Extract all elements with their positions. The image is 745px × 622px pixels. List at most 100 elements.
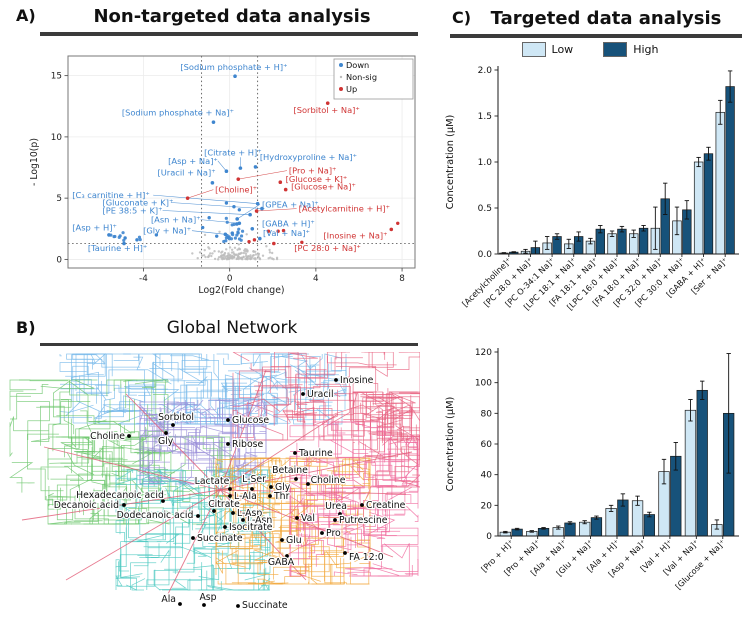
svg-text:Succinate: Succinate: [197, 533, 243, 544]
svg-text:15: 15: [51, 72, 62, 82]
svg-text:100: 100: [475, 379, 492, 389]
svg-text:[Glucose+ Na]⁺: [Glucose+ Na]⁺: [291, 182, 356, 192]
svg-text:[Hydroxyproline + Na]⁺: [Hydroxyproline + Na]⁺: [260, 152, 357, 162]
svg-text:Succinate: Succinate: [242, 600, 288, 611]
svg-text:[Sodium phosphate + H]⁺: [Sodium phosphate + H]⁺: [180, 62, 287, 72]
svg-text:Hexadecanoic acid: Hexadecanoic acid: [76, 490, 164, 501]
svg-text:0.0: 0.0: [478, 250, 493, 260]
panel-c-label: C): [452, 8, 472, 27]
panel-b-underline: [40, 343, 418, 346]
svg-text:Asp: Asp: [199, 592, 216, 603]
svg-text:-4: -4: [139, 274, 148, 284]
svg-text:[Acetylcarnitine + H]⁺: [Acetylcarnitine + H]⁺: [299, 204, 390, 214]
svg-text:Concentration (µM): Concentration (µM): [445, 115, 456, 210]
legend-low-label: Low: [551, 43, 574, 56]
svg-text:40: 40: [481, 471, 493, 481]
global-network-plot: Inosine Uracil Sorbitol Glucose Choline Gly Ri…: [9, 352, 420, 612]
svg-text:Putrescine: Putrescine: [339, 515, 388, 526]
svg-text:Sorbitol: Sorbitol: [158, 412, 194, 423]
svg-text:4: 4: [313, 274, 319, 284]
svg-text:Creatine: Creatine: [366, 500, 406, 511]
svg-text:[PC 28:0 + Na]⁺: [PC 28:0 + Na]⁺: [294, 243, 360, 253]
svg-text:Taurine: Taurine: [298, 448, 333, 459]
legend-high-label: High: [633, 43, 659, 56]
bar-chart-legend: Low High: [440, 42, 740, 57]
svg-text:L-Ser: L-Ser: [242, 474, 266, 485]
svg-text:Gly: Gly: [158, 436, 174, 447]
svg-text:Inosine: Inosine: [340, 375, 374, 386]
svg-text:[Val + Na]⁺: [Val + Na]⁺: [263, 228, 310, 238]
panel-a-header: A) Non-targeted data analysis: [14, 6, 424, 38]
svg-text:Choline: Choline: [311, 475, 346, 486]
svg-text:Betaine: Betaine: [272, 465, 308, 476]
svg-text:[Uracil + Na]⁺: [Uracil + Na]⁺: [157, 167, 215, 177]
svg-text:Glu: Glu: [286, 535, 302, 546]
panel-a-underline: [40, 32, 418, 36]
svg-text:[Sorbitol + Na]⁺: [Sorbitol + Na]⁺: [293, 105, 359, 115]
svg-text:Urea: Urea: [325, 501, 347, 512]
panel-c-title: Targeted data analysis: [490, 8, 722, 29]
svg-text:Glucose: Glucose: [232, 415, 269, 426]
volcano-plot: [Sodium phosphate + H]⁺ [Sodium phosphate…: [29, 55, 416, 296]
svg-text:[Glucose + Na]⁺: [Glucose + Na]⁺: [673, 537, 727, 591]
svg-text:FA 12:0: FA 12:0: [349, 552, 384, 563]
svg-text:Down: Down: [346, 60, 369, 70]
svg-text:Decanoic acid: Decanoic acid: [54, 500, 119, 511]
svg-text:0.5: 0.5: [478, 204, 492, 214]
svg-text:[Gly + Na]⁺: [Gly + Na]⁺: [143, 226, 191, 236]
svg-text:[Asp + Na]⁺: [Asp + Na]⁺: [168, 156, 218, 166]
svg-text:L-Ala: L-Ala: [234, 491, 257, 502]
panel-c-header: C) Targeted data analysis: [450, 8, 742, 40]
svg-text:[PE 38:5 + K]⁺: [PE 38:5 + K]⁺: [102, 205, 162, 215]
svg-text:Val: Val: [301, 513, 315, 524]
svg-text:Isocitrate: Isocitrate: [229, 522, 273, 533]
svg-text:Gly: Gly: [275, 482, 291, 493]
svg-text:[Citrate + H]⁺: [Citrate + H]⁺: [204, 147, 262, 157]
svg-text:Lactate: Lactate: [195, 476, 230, 487]
legend-item-low: Low: [521, 42, 574, 57]
svg-text:[Glucose + K]⁺: [Glucose + K]⁺: [286, 174, 348, 184]
svg-text:- Log10(p): - Log10(p): [29, 138, 40, 186]
svg-text:Pro: Pro: [326, 528, 341, 539]
panel-b-label: B): [16, 318, 36, 337]
legend-low-swatch: [521, 42, 546, 57]
svg-text:[Asn + Na]⁺: [Asn + Na]⁺: [151, 215, 201, 225]
panel-a-title: Non-targeted data analysis: [93, 6, 371, 27]
svg-text:0: 0: [56, 255, 62, 265]
svg-text:[Choline]⁺: [Choline]⁺: [215, 185, 257, 195]
svg-text:[Taurine + H]⁺: [Taurine + H]⁺: [88, 243, 147, 253]
svg-text:Log2(Fold change): Log2(Fold change): [198, 285, 284, 296]
svg-text:[Gluconate + K]⁺: [Gluconate + K]⁺: [102, 198, 173, 208]
svg-text:L-Asp: L-Asp: [237, 508, 262, 519]
svg-text:5: 5: [56, 194, 62, 204]
svg-text:Up: Up: [346, 84, 357, 94]
svg-text:60: 60: [481, 440, 493, 450]
svg-text:[Inosine + Na]⁺: [Inosine + Na]⁺: [323, 231, 387, 241]
svg-text:Non-sig: Non-sig: [346, 72, 377, 82]
panel-b-title: Global Network: [166, 318, 298, 338]
svg-text:Dodecanoic acid: Dodecanoic acid: [117, 510, 194, 521]
svg-text:[C₃ carnitine + H]⁺: [C₃ carnitine + H]⁺: [72, 190, 149, 200]
legend-high-swatch: [603, 42, 628, 57]
svg-text:[Asp + H]⁺: [Asp + H]⁺: [72, 223, 117, 233]
svg-text:GABA: GABA: [268, 557, 295, 568]
svg-text:20: 20: [481, 501, 493, 511]
svg-text:1.5: 1.5: [478, 112, 492, 122]
svg-text:Uracil: Uracil: [307, 389, 334, 400]
svg-text:10: 10: [51, 133, 63, 143]
svg-text:0: 0: [227, 274, 233, 284]
svg-text:120: 120: [475, 348, 492, 358]
svg-text:[Sodium phosphate + Na]⁺: [Sodium phosphate + Na]⁺: [122, 107, 234, 117]
svg-text:[GPEA + Na]⁺: [GPEA + Na]⁺: [262, 199, 319, 209]
svg-text:Ribose: Ribose: [232, 439, 263, 450]
svg-text:L-Asn: L-Asn: [247, 515, 272, 526]
panel-b-header: B) Global Network: [14, 318, 424, 350]
svg-text:Ala: Ala: [161, 594, 176, 605]
panel-c-underline: [450, 34, 742, 38]
targeted-bar-chart-top: 0.00.51.01.52.0[Acetylcholine]⁺[PC 28:0 …: [445, 66, 739, 312]
legend-item-high: High: [603, 42, 658, 57]
svg-text:[GABA + H]⁺: [GABA + H]⁺: [262, 218, 315, 228]
svg-text:1.0: 1.0: [478, 158, 493, 168]
